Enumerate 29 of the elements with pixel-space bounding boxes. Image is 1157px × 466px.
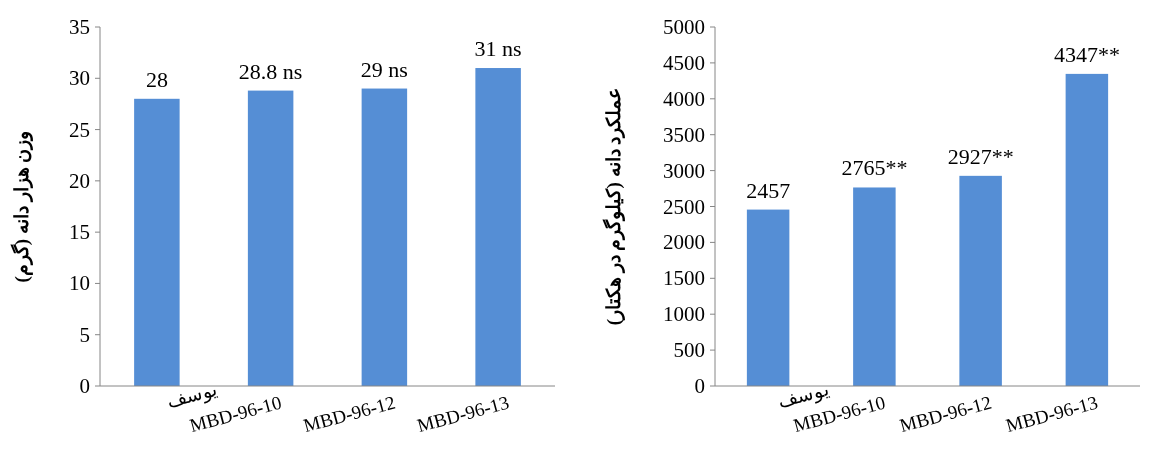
data-label: 28.8 ns [238,58,303,84]
data-label: 2457 [746,177,791,203]
y-tick-label: 2500 [663,194,705,219]
y-tick-label: 30 [69,66,90,91]
y-axis-title: وزن هزار دانه (گرم) [10,130,33,283]
y-tick-label: 1500 [663,266,705,291]
y-tick-label: 5000 [663,15,705,39]
data-label: 31 ns [474,36,522,62]
y-tick-label: 0 [79,374,90,398]
y-tick-label: 15 [69,220,90,245]
y-tick-label: 3500 [663,122,705,147]
y-tick-label: 4000 [663,86,705,111]
y-axis-title: عملکرد دانه (کیلوگرم در هکتار) [602,87,625,326]
y-tick-label: 25 [69,117,90,142]
y-tick-label: 5 [79,322,90,347]
y-tick-label: 20 [69,168,90,193]
data-label: 2765** [841,155,908,181]
data-label: 4347** [1053,41,1120,67]
y-tick-label: 35 [69,15,90,39]
y-tick-label: 2000 [663,230,705,255]
y-tick-label: 4500 [663,50,705,75]
data-label: 29 ns [360,56,408,82]
data-label: 28 [145,66,168,92]
y-tick-label: 1000 [663,302,705,327]
y-tick-label: 0 [694,374,705,398]
data-label: 2927** [947,143,1014,169]
y-tick-label: 3000 [663,158,705,183]
y-tick-label: 10 [69,271,90,296]
y-tick-label: 500 [673,338,705,363]
